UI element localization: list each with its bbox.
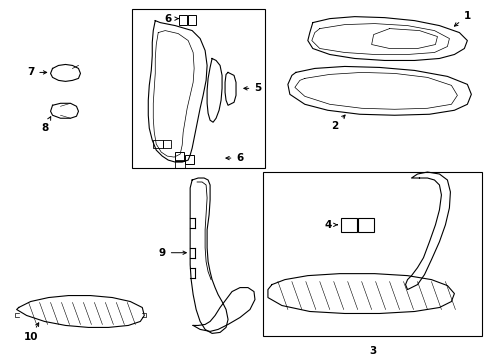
Text: 6: 6 bbox=[164, 14, 178, 24]
Bar bbox=[175, 160, 185, 168]
Bar bbox=[153, 140, 163, 148]
Text: 7: 7 bbox=[27, 67, 46, 77]
Text: 5: 5 bbox=[244, 84, 261, 93]
Bar bbox=[340, 218, 356, 232]
Bar bbox=[357, 218, 373, 232]
Text: 1: 1 bbox=[453, 11, 470, 26]
Text: 9: 9 bbox=[158, 248, 186, 258]
Text: 10: 10 bbox=[23, 323, 39, 342]
Text: 6: 6 bbox=[225, 153, 243, 163]
Bar bbox=[185, 155, 194, 164]
Text: 2: 2 bbox=[330, 115, 345, 131]
Text: 8: 8 bbox=[41, 117, 51, 133]
Bar bbox=[263, 172, 481, 336]
Text: 4: 4 bbox=[324, 220, 337, 230]
Bar bbox=[175, 152, 184, 161]
Bar bbox=[188, 15, 196, 24]
Bar bbox=[132, 9, 264, 168]
Text: 3: 3 bbox=[368, 346, 375, 356]
Bar bbox=[163, 140, 171, 148]
Bar bbox=[179, 15, 187, 24]
